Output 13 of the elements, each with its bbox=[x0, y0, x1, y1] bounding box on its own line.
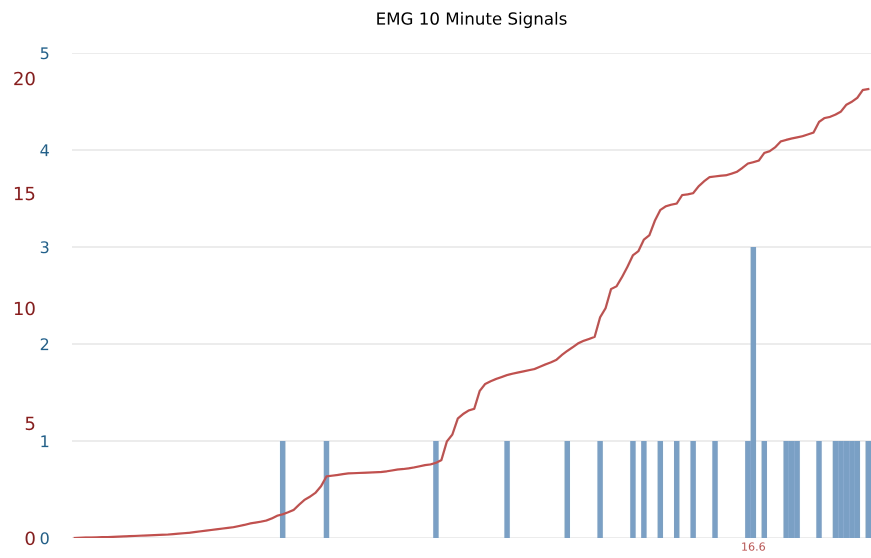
y-tick-label: 1 bbox=[41, 435, 48, 448]
chart-title: EMG 10 Minute Signals bbox=[377, 12, 567, 28]
y2-tick-label: 15 bbox=[14, 186, 34, 200]
y-tick-label: 4 bbox=[40, 144, 49, 156]
y-tick-label: 3 bbox=[40, 241, 48, 254]
y-tick-label: 5 bbox=[40, 47, 48, 60]
y-tick-label: 0 bbox=[40, 532, 49, 544]
y2-tick-label: 5 bbox=[26, 416, 34, 430]
x-tick-label: 16.6 bbox=[742, 542, 766, 551]
y2-tick-label: 20 bbox=[14, 72, 35, 86]
y2-tick-label: 10 bbox=[14, 302, 35, 316]
y-tick-label: 2 bbox=[40, 338, 48, 350]
y2-tick-label: 0 bbox=[26, 531, 35, 546]
